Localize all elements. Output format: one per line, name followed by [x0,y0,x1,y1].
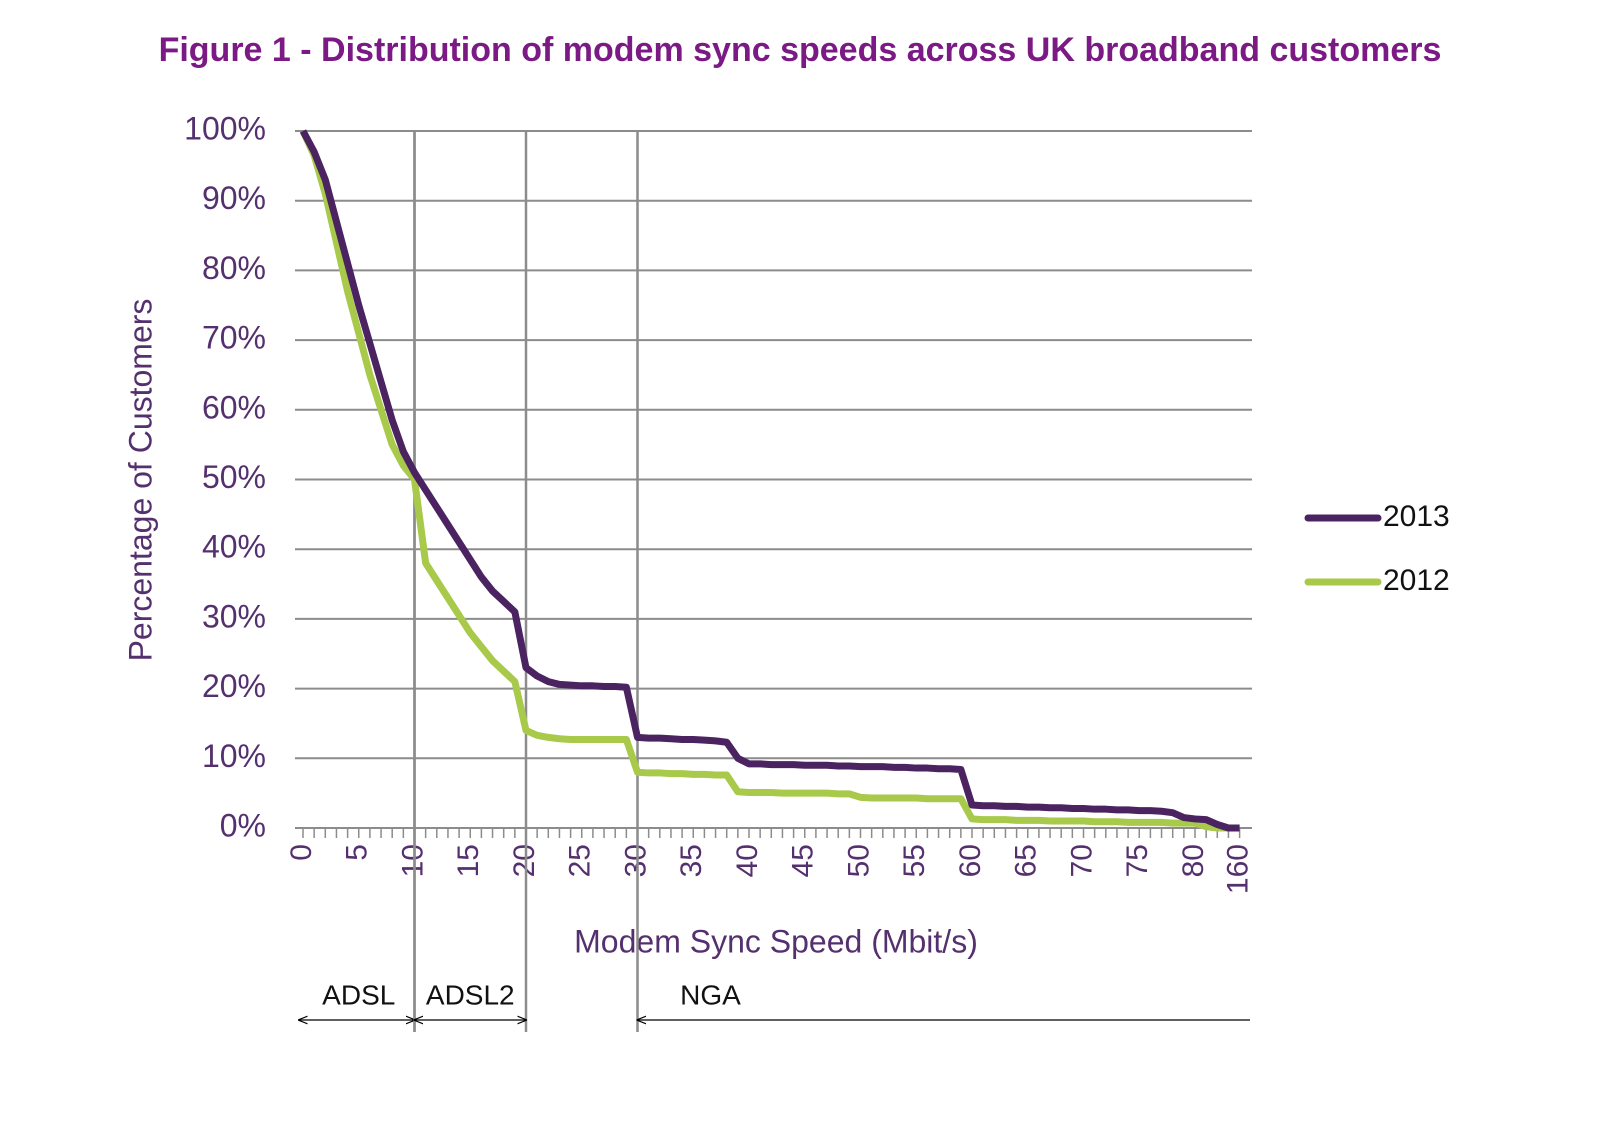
x-axis-label: Modem Sync Speed (Mbit/s) [574,923,978,959]
region-label: ADSL2 [426,979,515,1010]
y-tick-label: 20% [202,668,266,704]
series-line [299,129,1240,832]
chart-title: Figure 1 - Distribution of modem sync sp… [159,31,1442,69]
x-tick-label: 50 [842,844,875,877]
y-tick-label: 10% [202,738,266,774]
region-label: ADSL [322,979,395,1010]
x-tick-label: 20 [508,844,541,877]
x-tick-label: 30 [619,844,652,877]
y-tick-label: 0% [220,807,266,843]
y-tick-label: 60% [202,389,266,425]
y-tick-label: 80% [202,250,266,286]
x-tick-label: 25 [564,844,597,877]
y-axis-label: Percentage of Customers [122,299,158,662]
legend-label: 2012 [1383,564,1450,597]
y-tick-label: 90% [202,180,266,216]
x-tick-label: 60 [954,844,987,877]
y-tick-label: 40% [202,529,266,565]
x-tick-label: 5 [341,844,374,861]
y-tick-label: 50% [202,459,266,495]
y-tick-label: 70% [202,320,266,356]
x-tick-label: 70 [1065,844,1098,877]
x-tick-label: 0 [285,844,318,861]
x-tick-label: 65 [1010,844,1043,877]
x-tick-label: 35 [675,844,708,877]
x-tick-label: 45 [787,844,820,877]
x-tick-label: 15 [452,844,485,877]
x-tick-label: 10 [396,844,429,877]
x-tick-label: 55 [898,844,931,877]
x-tick-label: 75 [1121,844,1154,877]
legend-label: 2013 [1383,500,1450,533]
region-label: NGA [680,979,741,1010]
y-tick-label: 100% [184,110,266,146]
x-tick-label: 160 [1222,844,1255,894]
y-tick-label: 30% [202,598,266,634]
x-tick-label: 80 [1177,844,1210,877]
series-line [299,129,1240,832]
x-tick-label: 40 [731,844,764,877]
